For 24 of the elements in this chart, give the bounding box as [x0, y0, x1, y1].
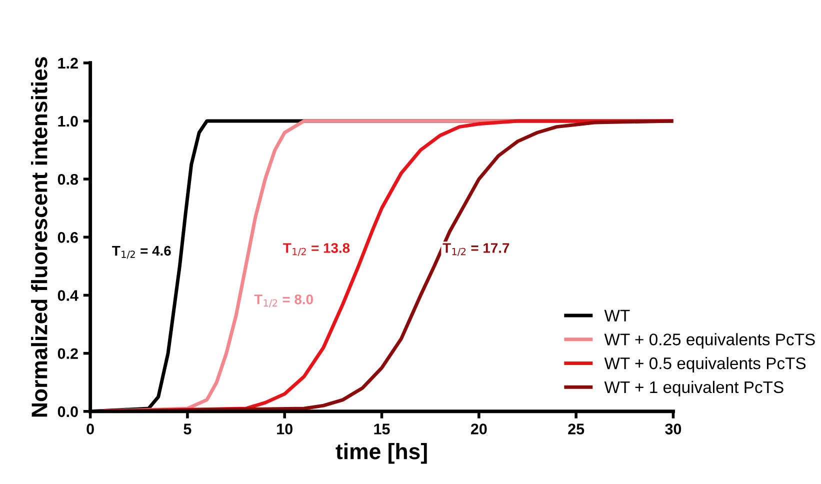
- x-tick-label: 30: [665, 424, 682, 434]
- legend-label: WT + 0.25 equivalents PcTS: [604, 333, 815, 349]
- y-tick-label: 1.0: [58, 116, 78, 127]
- annotation: T$_{1/2}$ = 17.7: [442, 243, 510, 256]
- annotation: T$_{1/2}$ = 8.0: [254, 294, 313, 308]
- x-tick-label: 0: [86, 424, 94, 434]
- annotation: T$_{1/2}$ = 4.6: [112, 246, 171, 259]
- y-tick-label: 0.0: [58, 406, 78, 418]
- x-tick-label: 10: [277, 424, 292, 434]
- x-tick-label: 20: [470, 424, 487, 434]
- y-tick-label: 0.6: [58, 232, 78, 243]
- x-tick-label: 5: [184, 424, 192, 434]
- legend-label: WT: [604, 310, 630, 322]
- y-tick-label: 0.8: [58, 174, 78, 185]
- legend-label: WT + 1 equivalent PcTS: [604, 380, 784, 396]
- y-tick-label: 1.2: [58, 58, 78, 68]
- y-tick-label: 0.4: [58, 290, 78, 301]
- legend-label: WT + 0.5 equivalents PcTS: [604, 356, 806, 373]
- y-tick-label: 0.2: [58, 348, 78, 360]
- x-tick-label: 15: [374, 424, 390, 434]
- annotation: T$_{1/2}$ = 13.8: [283, 243, 350, 256]
- y-axis-title: Normalized fluorescent intensities: [31, 57, 48, 417]
- x-tick-label: 25: [568, 424, 584, 434]
- x-axis-title: time [hs]: [336, 443, 427, 464]
